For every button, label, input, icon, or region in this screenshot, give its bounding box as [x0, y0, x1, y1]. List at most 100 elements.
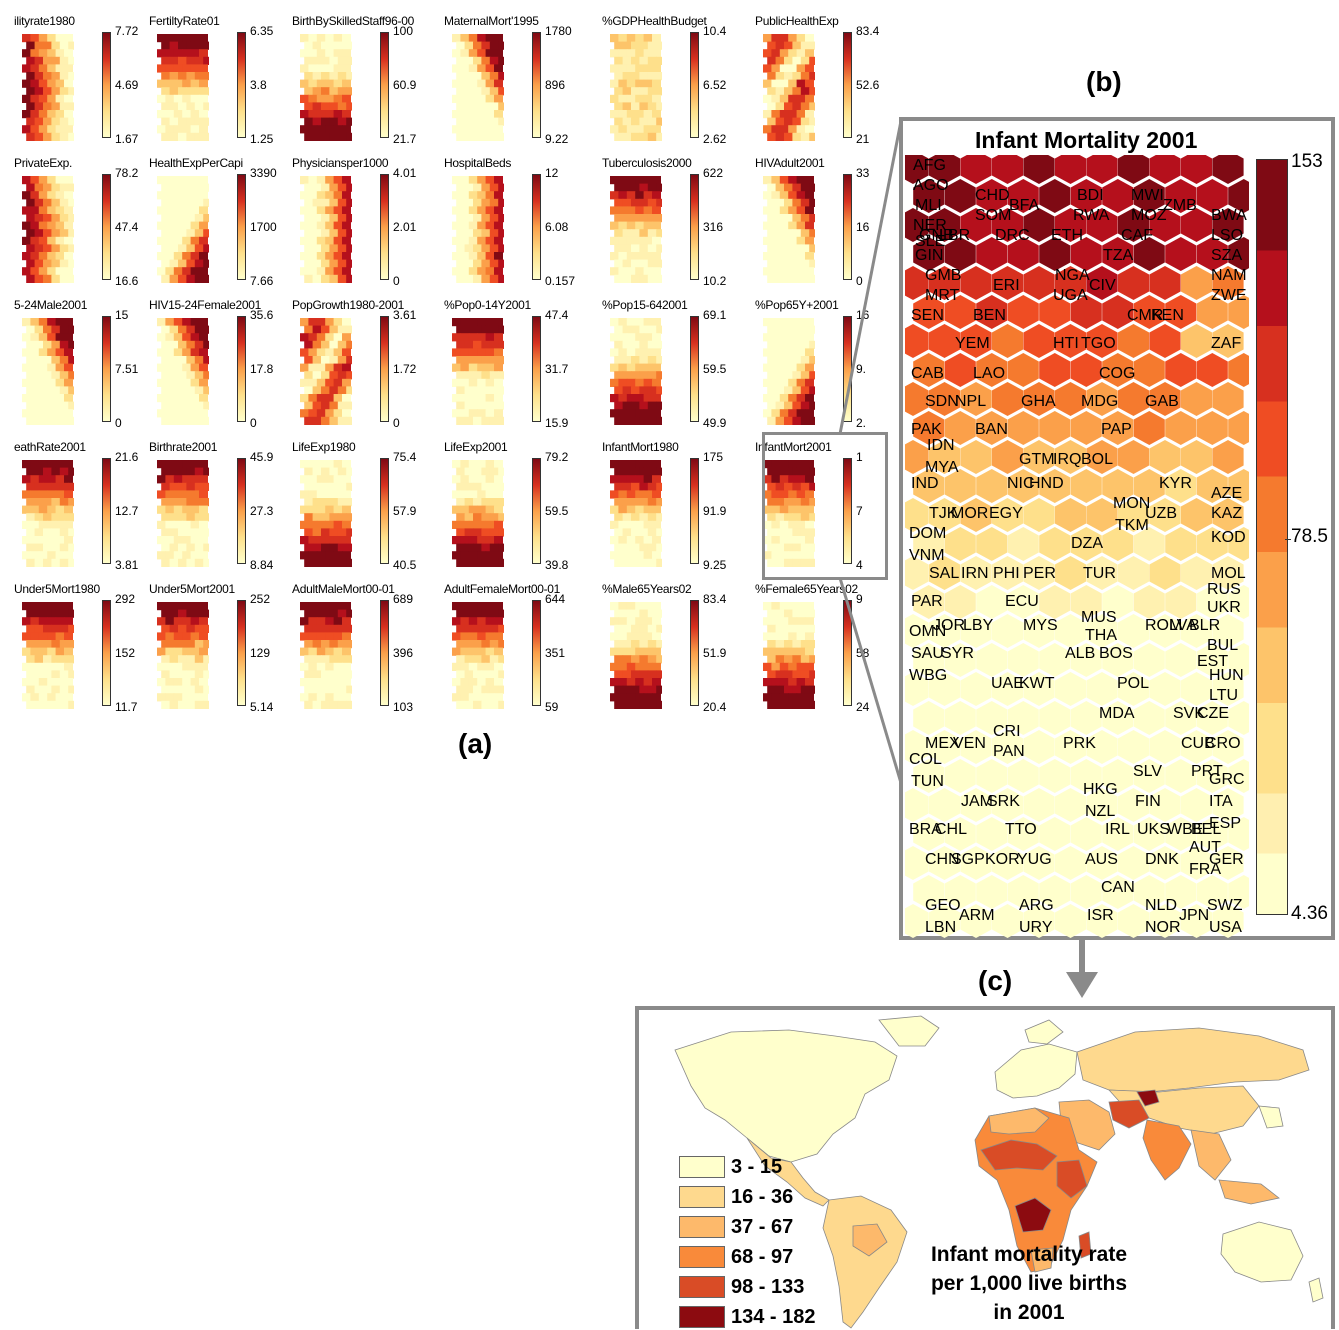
hex-cell [47, 318, 57, 327]
hex-cell [614, 274, 624, 283]
som-hex-cell [1196, 411, 1228, 445]
hex-cell [342, 176, 351, 185]
hex-cell [26, 386, 36, 395]
hex-cell [622, 640, 632, 649]
som-hex-cell [976, 527, 1008, 561]
som-hex-cell [991, 556, 1024, 590]
hex-cell [169, 685, 179, 694]
hex-cell [452, 125, 461, 134]
country-label: UKR [1207, 599, 1241, 616]
hex-cell [809, 655, 815, 664]
hex-cell [779, 460, 789, 469]
small-colorbar [532, 32, 541, 138]
country-label: LTU [1209, 687, 1239, 704]
hex-cell [788, 110, 798, 119]
hex-cell [626, 176, 636, 185]
small-map-title: InfantMort2001 [755, 440, 832, 454]
hex-cell [481, 401, 491, 410]
hex-cell [460, 125, 470, 134]
country-label: KEN [1151, 307, 1184, 324]
hex-cell [767, 72, 777, 81]
country-label: ARM [959, 907, 995, 924]
hex-cell [635, 662, 645, 671]
hex-cell [456, 467, 466, 476]
hex-cell [796, 348, 806, 357]
som-hex-cell [991, 440, 1024, 474]
hex-cell [346, 467, 352, 476]
hex-cell [468, 409, 478, 418]
hex-cell [333, 176, 343, 185]
hex-cell [775, 558, 785, 567]
hex-cell [169, 56, 179, 65]
hex-cell [346, 498, 352, 507]
hex-cell [316, 252, 326, 261]
hex-cell [308, 394, 318, 403]
som-hex-cell [905, 155, 929, 184]
hex-cell [775, 528, 785, 537]
hex-cell [498, 102, 504, 111]
hex-cell [485, 49, 495, 58]
small-map-15: %Pop0-14Y2001 47.4 31.7 15.9 [432, 298, 582, 438]
country-label: IRN [961, 565, 989, 582]
hex-cell [342, 551, 351, 560]
hex-cell [643, 110, 653, 119]
hex-cell [468, 460, 478, 469]
hex-cell [643, 221, 653, 230]
hex-cell [337, 41, 347, 50]
hex-cell [779, 475, 789, 484]
hex-cell [647, 340, 657, 349]
hex-cell [468, 536, 478, 545]
hex-cell [656, 41, 662, 50]
hex-cell [321, 371, 330, 380]
hex-cell [333, 460, 343, 469]
hex-cell [43, 609, 52, 618]
hex-cell [321, 229, 330, 238]
hex-cell [767, 340, 777, 349]
hex-cell [43, 198, 52, 207]
hex-cell [59, 244, 69, 253]
hex-cell [346, 640, 352, 649]
hex-cell [452, 252, 461, 261]
small-hexmap [157, 34, 209, 141]
hex-cell [186, 229, 196, 238]
hex-cell [178, 102, 187, 111]
hex-cell [618, 110, 628, 119]
country-label: YUG [1017, 851, 1052, 868]
hex-cell [473, 670, 482, 679]
highlight-frame [762, 432, 888, 580]
country-label: ALB [1065, 645, 1096, 662]
hex-cell [199, 460, 208, 469]
country-label: KOD [1211, 529, 1246, 546]
hex-cell [763, 49, 772, 58]
hex-cell [47, 94, 57, 103]
hex-cell [55, 221, 65, 230]
hex-cell [178, 467, 187, 476]
hex-cell [792, 117, 802, 126]
hex-cell [165, 125, 175, 134]
hex-cell [788, 236, 798, 245]
hex-cell [610, 49, 619, 58]
hex-cell [460, 206, 470, 215]
hex-cell [456, 340, 466, 349]
hex-cell [800, 183, 810, 192]
hex-cell [157, 520, 166, 529]
hex-cell [647, 386, 657, 395]
hex-cell [477, 267, 487, 276]
hex-cell [199, 475, 208, 484]
hex-cell [656, 624, 662, 633]
hex-cell [337, 543, 347, 552]
hex-cell [64, 176, 73, 185]
hex-cell [337, 244, 347, 253]
hex-cell [300, 363, 309, 372]
hex-cell [626, 348, 636, 357]
colorbar-tick-max: 3390 [250, 166, 277, 180]
hex-cell [308, 110, 318, 119]
hex-cell [346, 244, 352, 253]
hex-cell [800, 416, 810, 425]
hex-cell [464, 102, 474, 111]
hex-cell [342, 490, 351, 499]
hex-cell [792, 102, 802, 111]
hex-cell [161, 467, 171, 476]
hex-cell [792, 685, 802, 694]
hex-cell [308, 333, 318, 342]
